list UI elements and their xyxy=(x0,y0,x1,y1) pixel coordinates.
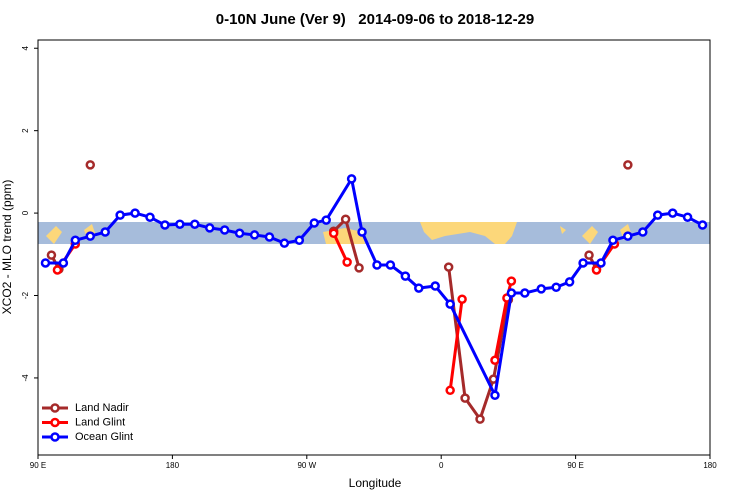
point xyxy=(145,212,155,222)
point xyxy=(100,227,110,237)
point xyxy=(130,208,140,218)
point xyxy=(460,393,470,403)
point xyxy=(578,258,588,268)
point xyxy=(520,288,530,298)
point xyxy=(445,299,455,309)
chart-title: 0-10N June (Ver 9) 2014-09-06 to 2018-12… xyxy=(216,11,535,28)
land-islands xyxy=(46,224,96,244)
y-tick-label: 4 xyxy=(21,45,30,50)
point xyxy=(475,414,485,424)
point xyxy=(682,212,693,222)
point xyxy=(190,219,200,229)
y-tick-label: 0 xyxy=(21,210,30,215)
point xyxy=(445,385,455,396)
point xyxy=(115,210,125,220)
point xyxy=(309,218,320,228)
point xyxy=(160,220,170,230)
y-axis-label: XCO2 - MLO trend (ppm) xyxy=(0,180,14,315)
series-line xyxy=(45,177,704,397)
legend-marker xyxy=(50,403,60,413)
point xyxy=(623,160,633,170)
point xyxy=(414,283,424,293)
point xyxy=(623,231,633,241)
point xyxy=(234,228,245,239)
point xyxy=(346,174,357,184)
point xyxy=(342,257,352,267)
point xyxy=(46,250,57,260)
point xyxy=(490,355,500,365)
legend-label: Ocean Glint xyxy=(75,431,133,443)
legend-marker xyxy=(50,417,60,428)
point xyxy=(328,228,339,239)
point xyxy=(279,238,290,248)
point xyxy=(204,223,215,233)
legend-label: Land Nadir xyxy=(75,402,129,414)
x-tick-label: 90 E xyxy=(567,461,583,470)
x-tick-label: 90 E xyxy=(30,461,46,470)
land-africa xyxy=(420,222,517,244)
point xyxy=(85,160,96,170)
y-tick-label: 2 xyxy=(21,128,30,133)
point xyxy=(638,227,648,237)
point xyxy=(667,208,678,218)
point xyxy=(536,284,547,294)
point xyxy=(219,225,230,235)
x-tick-label: 180 xyxy=(703,461,717,470)
point xyxy=(354,263,364,273)
point xyxy=(321,215,331,225)
y-tick-label: -2 xyxy=(21,291,30,299)
point xyxy=(340,214,351,225)
legend-marker xyxy=(50,432,60,442)
point xyxy=(506,288,517,298)
point xyxy=(564,277,575,287)
point xyxy=(357,227,367,237)
y-tick-label: -4 xyxy=(21,374,30,382)
point xyxy=(697,220,708,230)
point xyxy=(490,390,500,400)
point xyxy=(70,235,81,246)
point xyxy=(652,210,663,220)
point xyxy=(400,271,411,281)
plot-frame xyxy=(37,39,711,456)
point xyxy=(608,235,618,246)
land-islands xyxy=(560,224,632,244)
point xyxy=(249,230,260,240)
point xyxy=(58,258,69,268)
point xyxy=(264,232,275,242)
point xyxy=(385,260,396,270)
point xyxy=(584,250,594,260)
point xyxy=(294,235,305,246)
point xyxy=(596,258,606,268)
point xyxy=(591,265,602,275)
point xyxy=(175,219,185,229)
point xyxy=(40,258,51,268)
x-tick-label: 0 xyxy=(439,461,444,470)
point xyxy=(457,294,467,304)
x-tick-label: 90 W xyxy=(297,461,316,470)
point xyxy=(506,276,517,286)
x-tick-label: 180 xyxy=(166,461,180,470)
point xyxy=(443,262,454,272)
point xyxy=(551,282,561,293)
series-line xyxy=(56,232,616,391)
point xyxy=(52,265,63,275)
point xyxy=(430,281,440,291)
point xyxy=(372,260,382,270)
legend-label: Land Glint xyxy=(75,416,125,428)
point xyxy=(85,231,96,241)
x-axis-label: Longitude xyxy=(349,476,402,490)
